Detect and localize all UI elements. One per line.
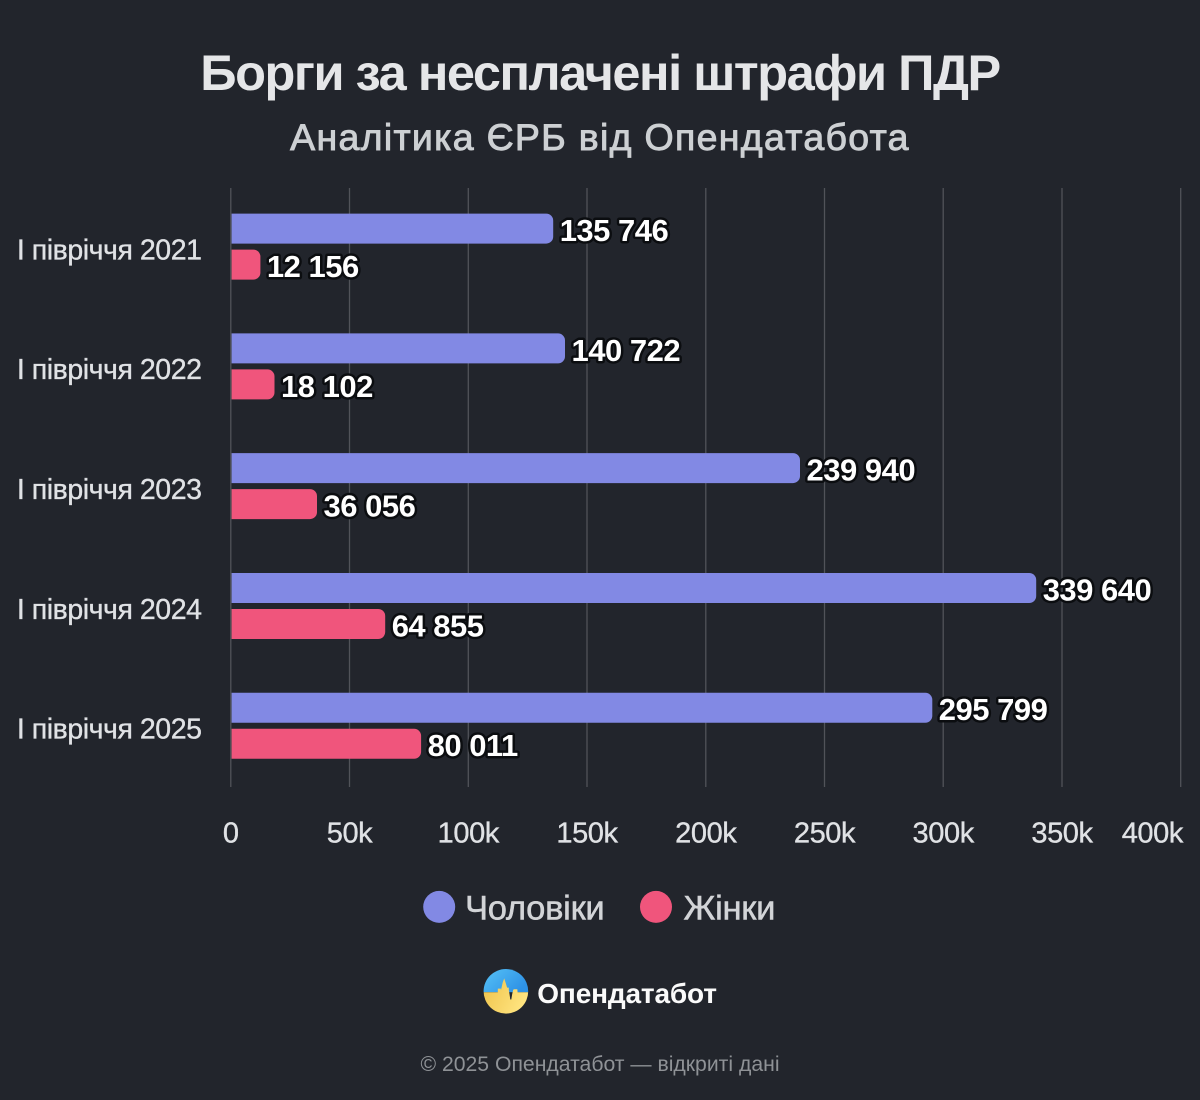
svg-text:80 011: 80 011 [428,728,518,763]
svg-text:64 855: 64 855 [392,609,484,644]
svg-text:250k: 250k [794,818,856,850]
svg-text:І півріччя 2022: І півріччя 2022 [17,354,202,386]
svg-text:140 722: 140 722 [572,333,681,368]
svg-text:© 2025 Опендатабот — відкриті: © 2025 Опендатабот — відкриті дані [420,1053,779,1076]
svg-text:Жінки: Жінки [684,890,776,928]
svg-text:Аналітика ЄРБ від Опендатабота: Аналітика ЄРБ від Опендатабота [290,116,910,158]
svg-text:239 940: 239 940 [807,453,916,488]
svg-text:Чоловіки: Чоловіки [465,890,604,928]
svg-text:12 156: 12 156 [267,249,359,284]
svg-text:І півріччя 2024: І півріччя 2024 [17,594,202,626]
svg-text:І півріччя 2021: І півріччя 2021 [17,234,202,266]
svg-text:295 799: 295 799 [939,692,1048,727]
svg-text:І півріччя 2023: І півріччя 2023 [17,474,202,506]
svg-text:400k: 400k [1122,818,1184,850]
svg-text:50k: 50k [327,818,373,850]
svg-text:150k: 150k [556,818,618,850]
svg-text:350k: 350k [1031,818,1093,850]
svg-text:36 056: 36 056 [324,489,416,524]
svg-text:І півріччя 2025: І півріччя 2025 [17,714,202,746]
svg-text:200k: 200k [675,818,737,850]
svg-text:100k: 100k [438,818,500,850]
svg-text:300k: 300k [913,818,975,850]
svg-text:0: 0 [223,818,239,850]
svg-text:Опендатабот: Опендатабот [537,978,717,1009]
svg-text:135 746: 135 746 [560,213,669,248]
svg-text:18 102: 18 102 [281,369,373,404]
svg-text:Борги за несплачені штрафи ПДР: Борги за несплачені штрафи ПДР [200,44,1000,101]
svg-text:339 640: 339 640 [1043,573,1152,608]
